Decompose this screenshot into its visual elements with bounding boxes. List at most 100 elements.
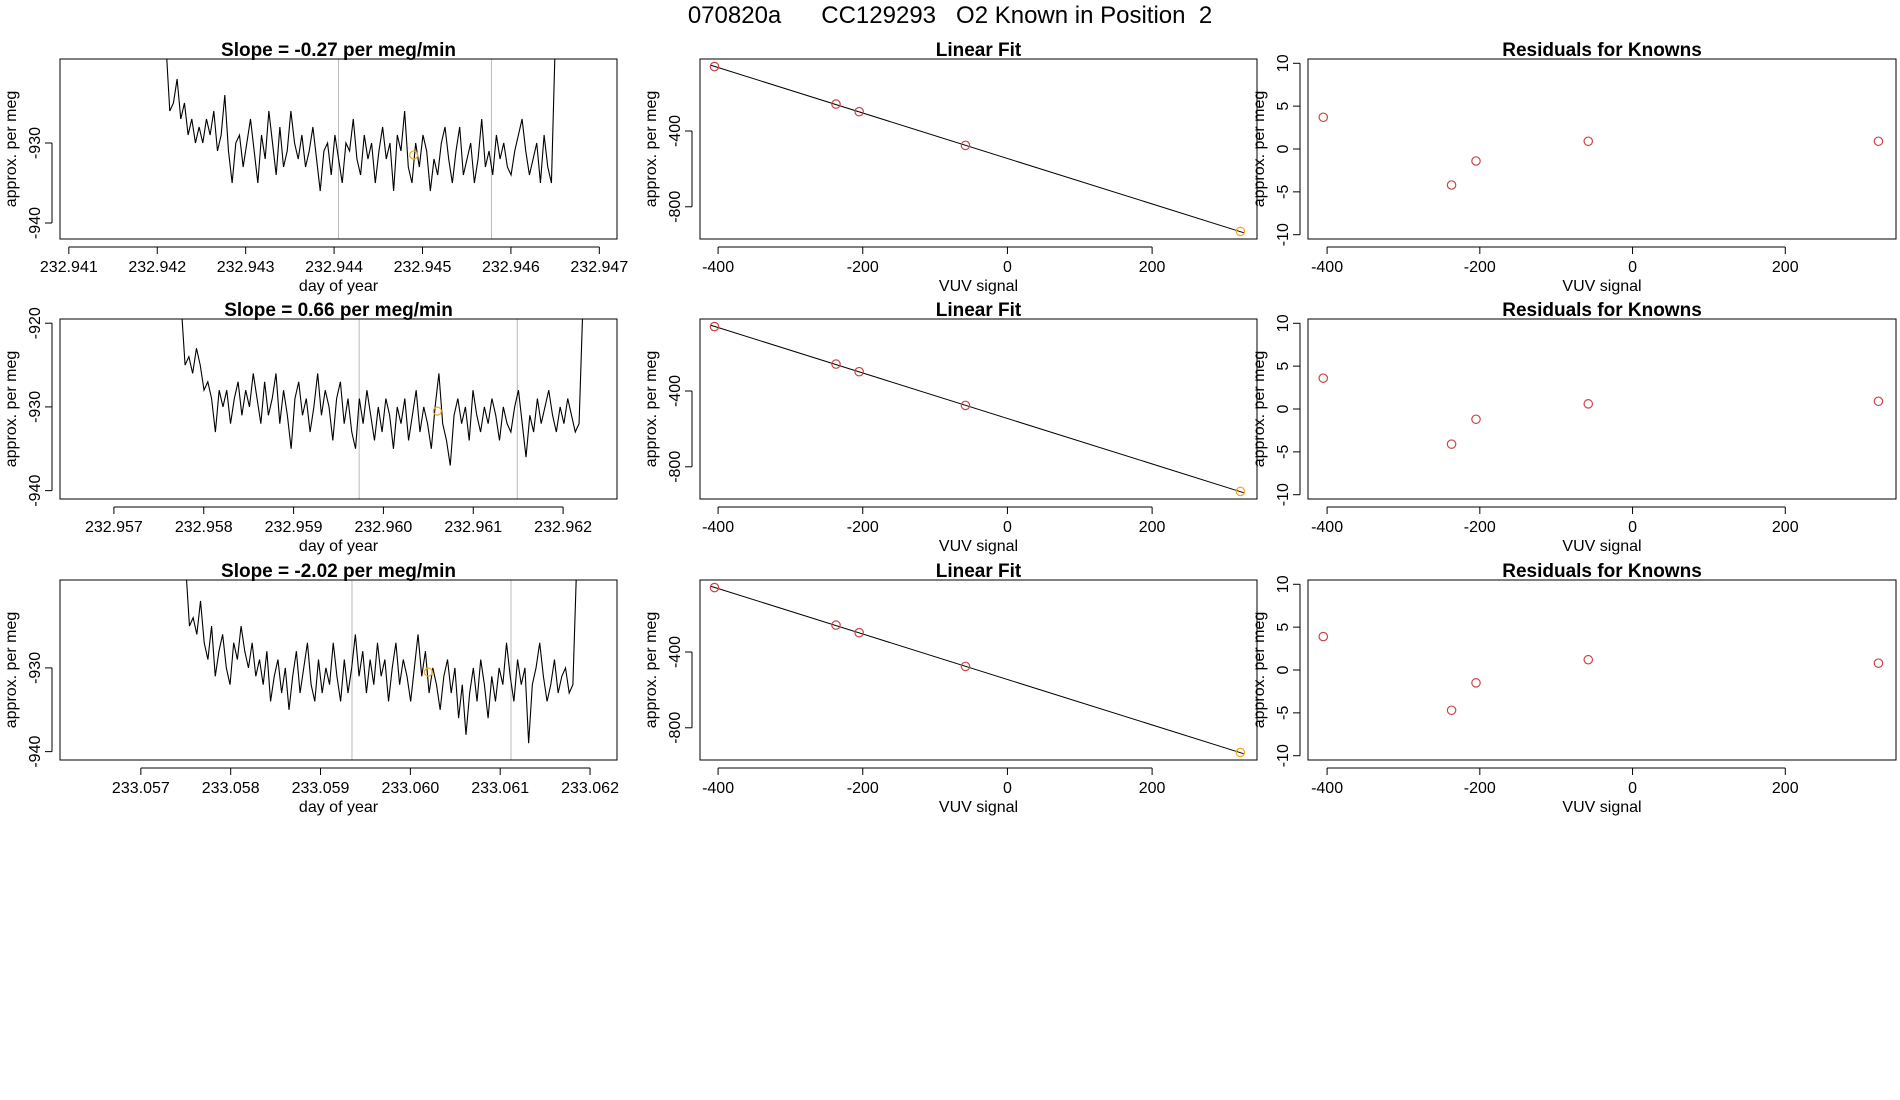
y-tick-label: -400 xyxy=(667,636,684,668)
data-point xyxy=(1873,396,1884,407)
x-tick-label: 232.943 xyxy=(217,259,275,276)
x-tick-label: 232.957 xyxy=(85,519,143,536)
y-tick-label: -930 xyxy=(27,652,44,684)
y-axis-label: approx. per meg xyxy=(3,91,20,208)
data-point xyxy=(1583,654,1594,665)
x-tick-label: 200 xyxy=(1139,519,1166,536)
y-tick-label: -10 xyxy=(1275,483,1292,506)
x-axis-label: day of year xyxy=(299,278,379,295)
data-point xyxy=(960,140,971,151)
x-tick-label: 232.958 xyxy=(175,519,233,536)
x-axis-label: VUV signal xyxy=(1562,538,1641,555)
x-tick-label: 0 xyxy=(1628,519,1637,536)
y-tick-label: -400 xyxy=(667,115,684,147)
x-tick-label: 233.058 xyxy=(202,780,260,797)
x-tick-label: 232.945 xyxy=(394,259,452,276)
x-tick-label: 232.942 xyxy=(128,259,186,276)
y-tick-label: -10 xyxy=(1275,223,1292,246)
x-tick-label: 0 xyxy=(1003,519,1012,536)
x-tick-label: 232.959 xyxy=(265,519,323,536)
data-point xyxy=(1318,631,1329,642)
x-tick-label: -200 xyxy=(847,259,879,276)
x-tick-label: -400 xyxy=(702,259,734,276)
y-tick-label: -940 xyxy=(27,736,44,768)
fit-line xyxy=(710,585,1245,755)
panel-2-2: -400 -200 0 200 -400 -800 Linear Fit VUV signal… xyxy=(643,300,1258,555)
y-tick-label: 5 xyxy=(1275,362,1292,371)
panel-3-3: -400 -200 0 200 10 5 0 -5 -10 Residuals for Known… xyxy=(1251,561,1897,816)
panel-3-1: 233.057 233.058 233.059 233.060 233.061 233.0… xyxy=(3,561,619,816)
y-tick-label: -800 xyxy=(667,712,684,744)
data-point xyxy=(1318,373,1329,383)
data-point xyxy=(960,400,971,411)
data-point xyxy=(1873,136,1884,147)
x-tick-label: -200 xyxy=(1464,259,1496,276)
x-tick-label: 233.059 xyxy=(292,780,350,797)
y-tick-label: -800 xyxy=(667,191,684,223)
x-tick-label: 233.061 xyxy=(471,780,529,797)
x-tick-label: 0 xyxy=(1628,780,1637,797)
data-point xyxy=(854,106,864,117)
y-axis-label: approx. per meg xyxy=(643,351,660,468)
y-tick-label: -10 xyxy=(1275,744,1292,767)
panel-title: Residuals for Knowns xyxy=(1502,40,1702,61)
panel-3-2: -400 -200 0 200 -400 -800 Linear Fit VUV signal… xyxy=(643,561,1258,816)
data-point xyxy=(960,661,971,672)
panel-title: Slope = 0.66 per meg/min xyxy=(224,300,453,321)
data-point xyxy=(709,582,720,593)
panel-title: Slope = -0.27 per meg/min xyxy=(221,40,456,61)
data-point xyxy=(831,620,841,630)
x-tick-label: 200 xyxy=(1772,519,1799,536)
panel-2-1: 232.957 232.958 232.959 232.960 232.961 232.9… xyxy=(3,300,618,555)
x-tick-label: -200 xyxy=(847,780,879,797)
data-point xyxy=(1446,180,1457,190)
x-axis-label: VUV signal xyxy=(1562,278,1641,295)
data-point xyxy=(831,359,841,369)
x-tick-label: 232.962 xyxy=(534,519,592,536)
y-tick-label: 5 xyxy=(1275,102,1292,111)
x-tick-label: -400 xyxy=(702,519,734,536)
signal-trace xyxy=(166,59,556,192)
plot-frame xyxy=(1307,58,1897,240)
fit-line xyxy=(710,64,1245,234)
x-axis-label: VUV signal xyxy=(939,538,1018,555)
data-point xyxy=(1318,112,1329,123)
data-point xyxy=(709,321,720,332)
y-tick-label: 10 xyxy=(1275,575,1292,593)
panel-1-2: -400 -200 0 200 -400 -800 Linear Fit VUV signal… xyxy=(643,40,1258,295)
x-axis-label: VUV signal xyxy=(939,799,1018,816)
plot-frame xyxy=(59,58,618,240)
data-point xyxy=(709,61,720,72)
y-tick-label: 5 xyxy=(1275,623,1292,632)
y-tick-label: -930 xyxy=(27,127,44,159)
panel-2-3: -400 -200 0 200 10 5 0 -5 -10 Residuals for Known… xyxy=(1251,300,1897,555)
x-tick-label: 0 xyxy=(1628,259,1637,276)
y-tick-label: -5 xyxy=(1275,706,1292,720)
plot-frame xyxy=(1307,318,1897,500)
x-tick-label: 232.947 xyxy=(570,259,628,276)
plot-frame xyxy=(699,579,1258,761)
y-tick-label: -5 xyxy=(1275,445,1292,459)
x-tick-label: 233.062 xyxy=(561,780,619,797)
y-tick-label: -930 xyxy=(27,391,44,423)
data-layer xyxy=(1318,112,1884,190)
y-axis-label: approx. per meg xyxy=(3,351,20,468)
y-tick-label: 0 xyxy=(1275,404,1292,413)
y-tick-label: -920 xyxy=(27,307,44,339)
data-layer xyxy=(186,580,577,760)
data-layer xyxy=(181,319,584,499)
data-layer xyxy=(709,582,1246,758)
fit-line xyxy=(710,324,1245,494)
panel-title: Slope = -2.02 per meg/min xyxy=(221,561,456,582)
figure-title: 070820a CC129293 O2 Known in Position 2 xyxy=(687,2,1213,29)
data-point xyxy=(1446,439,1457,449)
x-tick-label: 200 xyxy=(1139,780,1166,797)
x-tick-label: 232.961 xyxy=(444,519,502,536)
panel-title: Linear Fit xyxy=(936,561,1022,582)
x-axis-label: day of year xyxy=(299,799,379,816)
mean-marker xyxy=(432,406,442,416)
x-tick-label: -200 xyxy=(1464,519,1496,536)
data-point xyxy=(1471,156,1481,166)
x-axis-label: VUV signal xyxy=(1562,799,1641,816)
x-tick-label: 233.060 xyxy=(381,780,439,797)
